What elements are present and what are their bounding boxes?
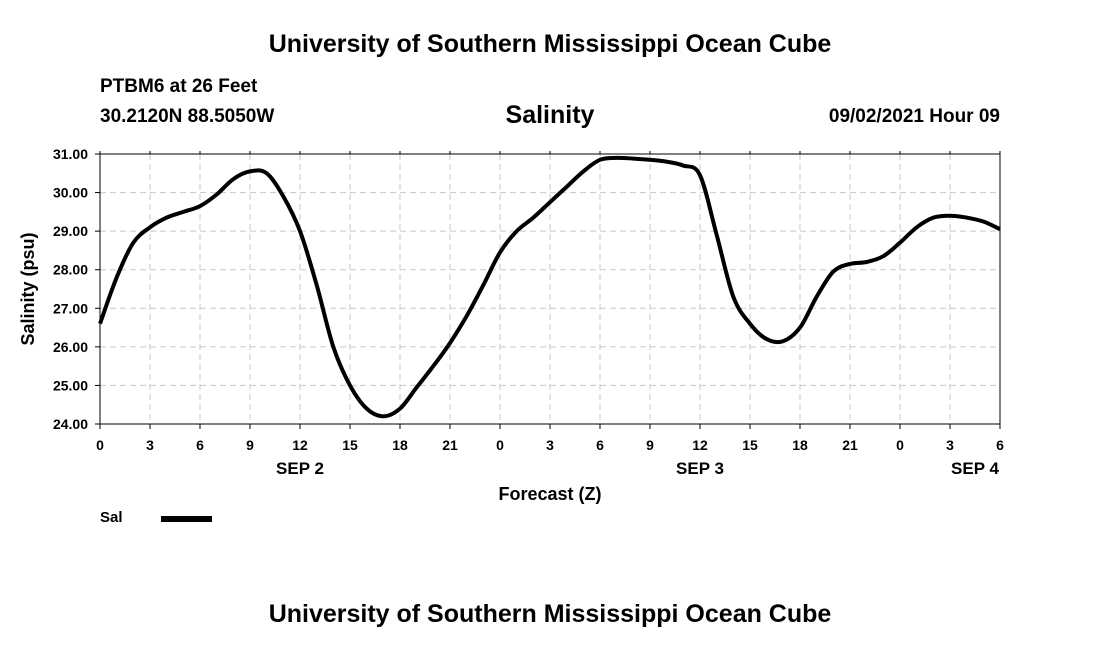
plot-frame — [99, 153, 1001, 425]
y-tick-label: 24.00 — [53, 416, 88, 432]
date-label: SEP 4 — [951, 459, 999, 478]
chart-header-title: University of Southern Mississippi Ocean… — [268, 30, 832, 58]
series-line-sal — [98, 155, 1001, 419]
x-tick-label: 0 — [896, 437, 904, 453]
y-tick-label: 27.00 — [53, 300, 88, 316]
y-tick-label: 25.00 — [53, 377, 88, 393]
x-tick-label: 18 — [392, 437, 408, 453]
station-coordinates: 30.2120N 88.5050W — [100, 106, 275, 127]
station-label: PTBM6 at 26 Feet — [100, 76, 258, 97]
chart-footer-title: University of Southern Mississippi Ocean… — [268, 600, 832, 628]
chart-series — [98, 155, 1001, 419]
x-tick-label: 0 — [496, 437, 504, 453]
x-tick-label: 6 — [996, 437, 1004, 453]
x-tick-label: 18 — [792, 437, 808, 453]
x-axis-label: Forecast (Z) — [498, 484, 601, 504]
x-tick-label: 15 — [342, 437, 358, 453]
chart-axes — [95, 151, 1001, 429]
x-tick-label: 9 — [646, 437, 654, 453]
x-tick-label: 9 — [246, 437, 254, 453]
x-tick-label: 3 — [546, 437, 554, 453]
x-tick-label: 21 — [842, 437, 858, 453]
y-tick-label: 28.00 — [53, 262, 88, 278]
x-tick-label: 15 — [742, 437, 758, 453]
x-tick-label: 0 — [96, 437, 104, 453]
legend-swatch — [161, 516, 212, 522]
y-tick-label: 29.00 — [53, 223, 88, 239]
x-tick-label: 6 — [596, 437, 604, 453]
variable-title: Salinity — [505, 101, 595, 129]
x-tick-label: 12 — [292, 437, 308, 453]
y-tick-label: 26.00 — [53, 339, 88, 355]
x-tick-label: 12 — [692, 437, 708, 453]
chart-grid — [100, 154, 1000, 424]
date-label: SEP 2 — [276, 459, 324, 478]
date-label: SEP 3 — [676, 459, 724, 478]
x-tick-label: 21 — [442, 437, 458, 453]
legend-label: Sal — [100, 509, 123, 526]
y-axis-label: Salinity (psu) — [18, 232, 38, 345]
chart-labels: 0 3 6 9 12 15 18 21 0 3 6 9 12 15 18 21 0 3 6 24.00 25.00 26.… — [18, 146, 1004, 504]
y-tick-label: 30.00 — [53, 185, 88, 201]
x-tick-label: 3 — [146, 437, 154, 453]
x-tick-label: 6 — [196, 437, 204, 453]
forecast-timestamp: 09/02/2021 Hour 09 — [828, 106, 1000, 127]
x-tick-label: 3 — [946, 437, 954, 453]
y-tick-label: 31.00 — [53, 146, 88, 162]
